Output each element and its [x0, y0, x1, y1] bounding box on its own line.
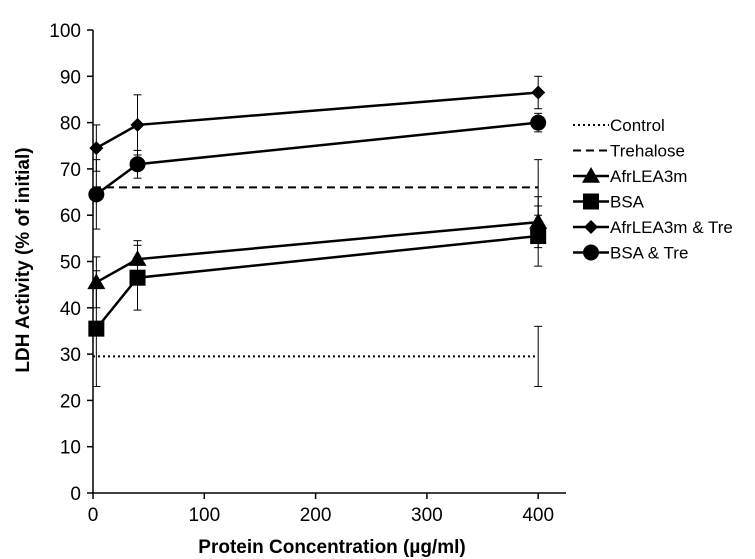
y-tick-label: 20 [60, 391, 81, 412]
y-tick-label: 80 [60, 114, 81, 135]
legend-item-afrlea3m-and-tre: AfrLEA3m & Tre [573, 218, 733, 237]
y-tick-label: 90 [60, 67, 81, 88]
legend-label: BSA & Tre [610, 244, 688, 263]
x-tick-label: 200 [300, 505, 332, 526]
legend-item-control: Control [573, 116, 665, 135]
ticks-layer: 0 10 20 30 40 50 60 70 80 90 100 0 100 200 300 400 [49, 21, 554, 526]
legend-label: Trehalose [610, 142, 685, 161]
y-tick-label: 10 [60, 438, 81, 459]
series-control [93, 325, 543, 388]
legend-item-bsa-and-tre: BSA & Tre [573, 244, 688, 263]
legend-swatch-marker [584, 220, 598, 234]
data-point-square [530, 228, 547, 245]
legend-swatch-marker [582, 167, 600, 183]
y-tick-label: 40 [60, 299, 81, 320]
series-line-afrlea3m [95, 220, 539, 284]
legend-swatch-marker [583, 244, 599, 261]
data-point-square [129, 269, 146, 286]
y-tick-label: 60 [60, 206, 81, 227]
y-axis-title: LDH Activity (% of initial) [13, 147, 34, 372]
legend-swatch-marker [583, 193, 599, 210]
data-point-diamond [89, 141, 104, 156]
series-afrlea3m-and-tre [89, 75, 546, 172]
legend-item-bsa: BSA [573, 193, 645, 212]
series-afrlea3m [87, 196, 548, 309]
data-point-circle [530, 114, 547, 131]
x-tick-label: 100 [188, 505, 220, 526]
axes-layer [92, 30, 566, 494]
series-bsa [88, 205, 547, 388]
series-trehalose [93, 159, 543, 216]
data-point-circle [88, 186, 105, 203]
series-layer [87, 75, 548, 388]
data-point-diamond [531, 85, 546, 100]
y-tick-label: 0 [70, 484, 81, 505]
series-line-bsa [95, 234, 539, 330]
data-point-circle [129, 156, 146, 173]
legend: Control Trehalose AfrLEA3m BSA AfrLEA3m & Tr… [573, 116, 733, 263]
data-point-square [88, 320, 105, 337]
series-bsa-and-tre [88, 112, 547, 230]
y-tick-label: 100 [49, 21, 81, 42]
data-point-diamond [130, 117, 145, 132]
legend-label: AfrLEA3m [610, 167, 687, 186]
legend-label: AfrLEA3m & Tre [610, 218, 733, 237]
y-tick-label: 50 [60, 253, 81, 274]
legend-label: Control [610, 116, 665, 135]
legend-label: BSA [610, 193, 645, 212]
x-tick-label: 400 [522, 505, 554, 526]
y-tick-label: 30 [60, 345, 81, 366]
legend-item-afrlea3m: AfrLEA3m [573, 167, 687, 186]
x-axis-title: Protein Concentration (µg/ml) [198, 537, 465, 558]
series-line-afrlea3m-and-tre [95, 91, 539, 150]
y-tick-label: 70 [60, 160, 81, 181]
legend-item-trehalose: Trehalose [573, 142, 685, 161]
series-line-bsa-and-tre [95, 121, 539, 196]
x-tick-label: 0 [88, 505, 99, 526]
x-tick-label: 300 [411, 505, 443, 526]
